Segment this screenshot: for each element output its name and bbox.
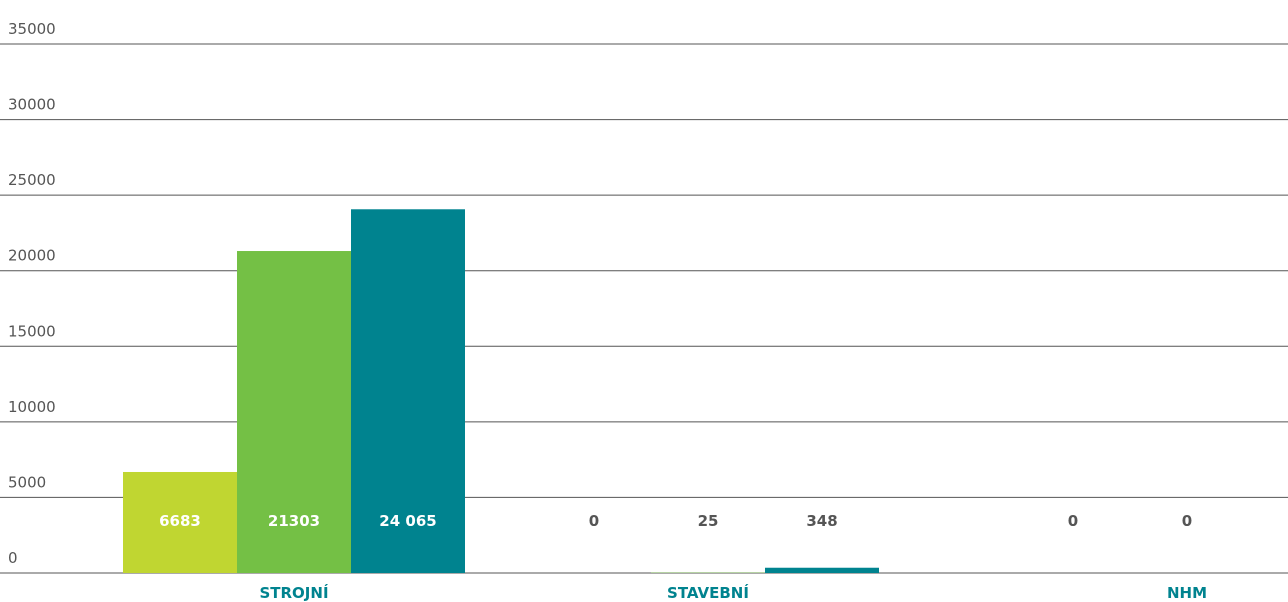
y-tick-label: 30000 [8,96,56,114]
y-tick-label: 15000 [8,322,56,340]
y-tick-label: 20000 [8,247,56,265]
y-tick-label: 35000 [8,20,56,38]
bars [123,209,879,573]
bar [765,567,879,573]
data-label: 0 [1182,512,1192,530]
bar [237,251,351,573]
data-label: 6683 [159,512,201,530]
data-label: 0 [1068,512,1078,530]
data-label: 25 [698,512,719,530]
y-tick-label: 10000 [8,398,56,416]
x-category-label: NHM [1167,584,1207,602]
y-axis-ticks: 0 5000 10000 15000 20000 25000 30000 35000 [8,20,56,567]
x-category-label: STAVEBNÍ [667,583,749,602]
y-tick-label: 25000 [8,171,56,189]
data-label: 0 [589,512,599,530]
data-label: 348 [806,512,837,530]
x-category-label: STROJNÍ [259,583,328,602]
x-axis-categories: STROJNÍ STAVEBNÍ NHM [259,583,1207,602]
bar [123,471,237,573]
data-label: 24 065 [379,512,436,530]
data-label: 21303 [268,512,320,530]
y-tick-label: 5000 [8,473,46,491]
y-tick-label: 0 [8,549,18,567]
bar [351,209,465,573]
